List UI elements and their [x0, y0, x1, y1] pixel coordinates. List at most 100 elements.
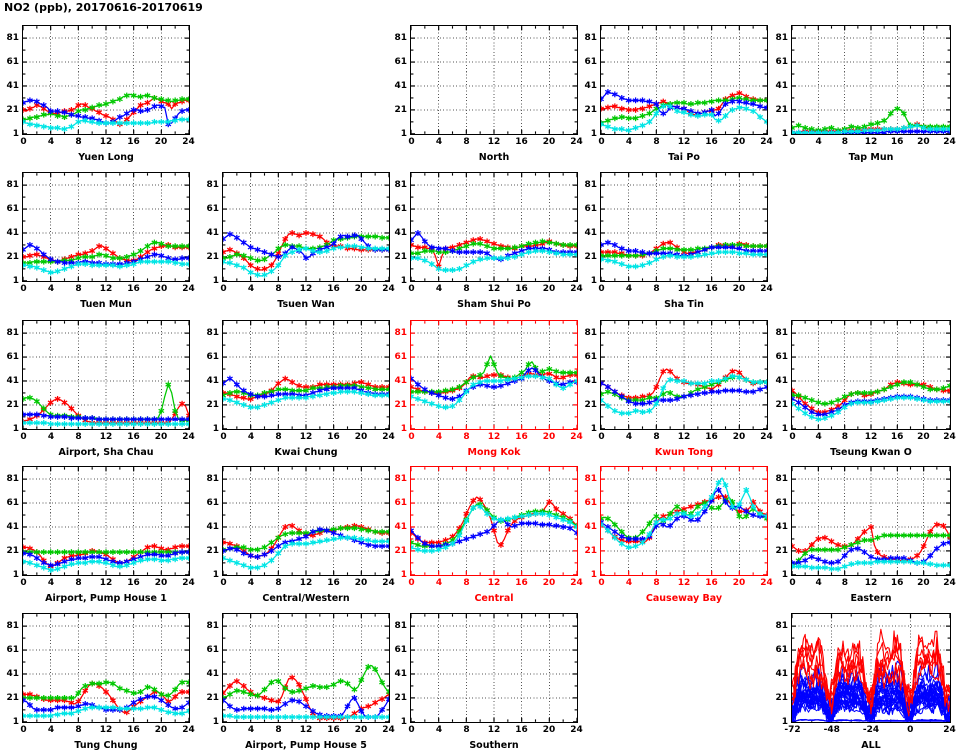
x-tick-label: 8	[841, 137, 848, 147]
x-tick-label: 8	[275, 725, 282, 735]
y-tick-label: 61	[6, 352, 19, 363]
x-tick-label: 24	[570, 137, 583, 147]
y-tick-label: 61	[394, 498, 407, 509]
x-tick-label: 16	[327, 284, 340, 294]
x-tick-label: 12	[299, 578, 313, 588]
y-tick-label: 41	[394, 375, 407, 386]
panel-airport-sha-chau: 1 21 41 61 81 0 4 8 12 16 20 24 Airport, Sha Chau	[6, 320, 195, 460]
x-tick-label: 4	[247, 432, 255, 442]
y-tick-label: 41	[394, 668, 407, 679]
panel-label: Kwai Chung	[274, 447, 338, 458]
panel-sham-shui-po: 1 21 41 61 81 0 4 8 12 16 20 24 Sham Shui Po	[394, 172, 583, 312]
x-tick-label: 4	[435, 432, 443, 442]
y-tick-label: 21	[394, 692, 407, 703]
panel-label: Central	[474, 593, 514, 604]
panel-label: Airport, Pump House 5	[245, 740, 367, 751]
x-tick-label: 16	[127, 725, 140, 735]
panel-label: Tung Chung	[74, 740, 138, 751]
y-tick-label: 1	[12, 716, 19, 727]
plot-canvas	[601, 467, 767, 575]
x-tick-label: 12	[677, 578, 691, 588]
y-tick-label: 41	[6, 375, 19, 386]
x-tick-label: 24	[182, 578, 195, 588]
x-tick-label: 0	[408, 284, 415, 294]
x-tick-label: 20	[354, 725, 368, 735]
x-tick-label: 20	[354, 578, 368, 588]
panel-label: Central/Western	[262, 593, 350, 604]
panel-label: Mong Kok	[467, 447, 521, 458]
x-tick-label: 16	[515, 725, 528, 735]
y-tick-label: 1	[590, 275, 597, 286]
y-tick-label: 61	[6, 204, 19, 215]
panel-label: Airport, Sha Chau	[58, 447, 154, 458]
y-tick-label: 81	[394, 621, 407, 632]
x-tick-label: 24	[382, 578, 395, 588]
y-tick-label: 21	[6, 692, 19, 703]
x-tick-label: 12	[99, 725, 113, 735]
x-tick-label: 8	[653, 578, 660, 588]
y-tick-label: 21	[6, 251, 19, 262]
x-tick-label: 0	[220, 578, 227, 588]
plot-area	[22, 172, 190, 282]
x-tick-label: 0	[789, 137, 796, 147]
y-tick-label: 21	[6, 104, 19, 115]
plot-area	[22, 613, 190, 723]
x-tick-label: 16	[127, 578, 140, 588]
x-tick-label: 12	[677, 284, 691, 294]
y-tick-label: 61	[206, 645, 219, 656]
y-tick-label: 1	[12, 128, 19, 139]
y-tick-label: 41	[584, 521, 597, 532]
x-tick-label: 12	[487, 137, 501, 147]
plot-area	[791, 466, 951, 576]
x-tick-label: 12	[487, 284, 501, 294]
y-tick-label: 41	[206, 375, 219, 386]
panel-label: Eastern	[850, 593, 892, 604]
y-tick-label: 41	[394, 80, 407, 91]
plot-area	[222, 613, 390, 723]
x-tick-label: 24	[382, 284, 395, 294]
y-tick-label: 1	[12, 423, 19, 434]
y-tick-label: 21	[775, 545, 788, 556]
x-tick-label: 8	[463, 578, 470, 588]
panel-label: Southern	[469, 740, 519, 751]
x-tick-label: 0	[20, 578, 27, 588]
x-tick-label: 12	[864, 432, 878, 442]
x-tick-label: 24	[382, 432, 395, 442]
x-tick-label: 20	[354, 432, 368, 442]
y-tick-label: 61	[584, 498, 597, 509]
x-tick-label: 24	[182, 284, 195, 294]
y-tick-label: 81	[394, 33, 407, 44]
plot-canvas	[792, 467, 950, 575]
x-tick-label: 24	[943, 578, 956, 588]
x-tick-label: 24	[943, 725, 956, 735]
x-tick-label: 0	[220, 432, 227, 442]
y-tick-label: 41	[394, 521, 407, 532]
x-tick-label: 20	[154, 578, 168, 588]
x-tick-label: 20	[354, 284, 368, 294]
y-tick-label: 1	[212, 423, 219, 434]
y-tick-label: 81	[584, 474, 597, 485]
y-tick-label: 81	[6, 328, 19, 339]
x-tick-label: 12	[487, 725, 501, 735]
y-tick-label: 21	[394, 104, 407, 115]
x-tick-label: 16	[705, 284, 718, 294]
x-tick-label: 4	[435, 284, 443, 294]
plot-area	[410, 466, 578, 576]
x-tick-label: 24	[382, 725, 395, 735]
y-tick-label: 81	[206, 180, 219, 191]
y-tick-label: 61	[775, 57, 788, 68]
plot-canvas	[23, 614, 189, 722]
x-tick-label: -48	[823, 725, 840, 735]
x-tick-label: 12	[487, 432, 501, 442]
y-tick-label: 41	[6, 521, 19, 532]
x-tick-label: 8	[841, 578, 848, 588]
y-tick-label: 61	[775, 352, 788, 363]
x-tick-label: 16	[127, 432, 140, 442]
panel-label: ALL	[861, 740, 881, 751]
x-tick-label: 24	[943, 137, 956, 147]
plot-canvas	[23, 26, 189, 134]
plot-area	[600, 466, 768, 576]
x-tick-label: 16	[327, 432, 340, 442]
y-tick-label: 1	[12, 275, 19, 286]
x-tick-label: 12	[864, 578, 878, 588]
